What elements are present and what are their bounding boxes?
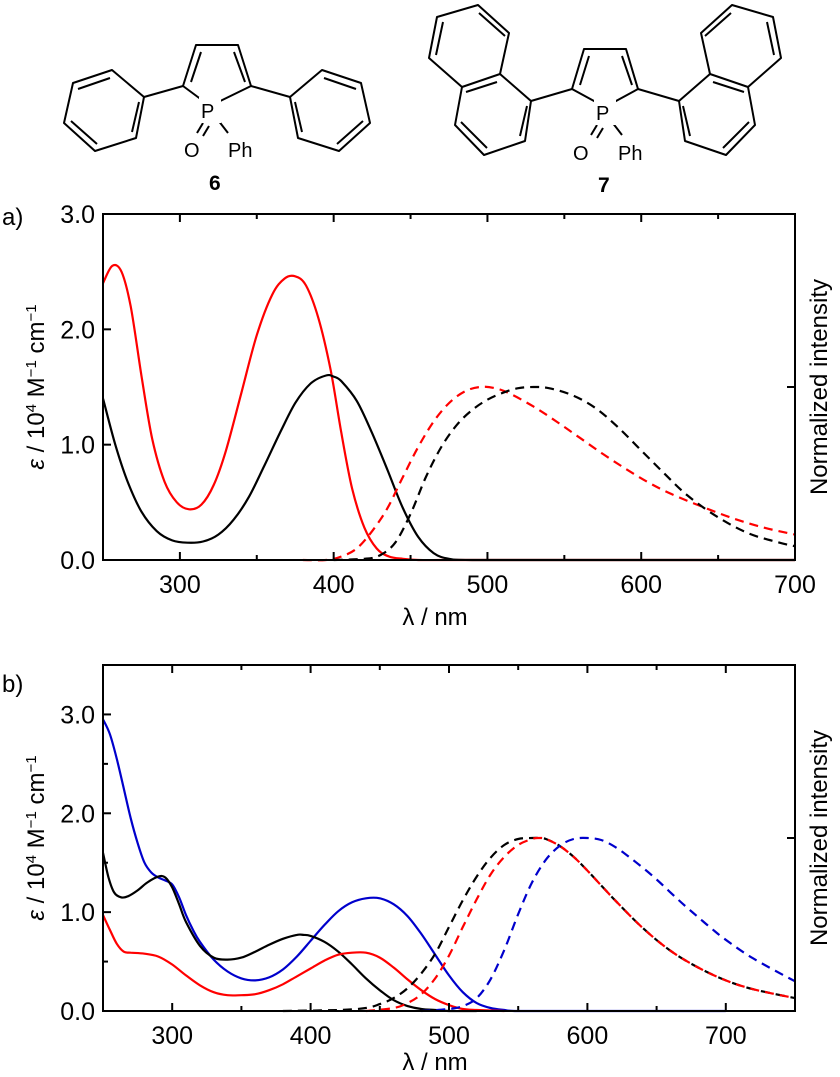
oxygen-atom-6: O [184,140,200,162]
x-tick-label: 400 [313,571,355,599]
ylabel-sup: −1 [23,755,40,772]
structure-7 [428,4,782,156]
series-7-absorption [103,373,795,562]
x-tick-label: 600 [567,1022,609,1050]
x-tick-label: 600 [620,571,662,599]
chart-a-frame [102,213,796,561]
chart-a-y-tick-labels: 0.0 1.0 2.0 3.0 [60,201,95,575]
x-tick-label: 400 [290,1022,332,1050]
y-tick-label: 1.0 [60,899,95,927]
x-tick-label: 500 [467,571,509,599]
y-tick-label: 3.0 [60,201,95,229]
oxygen-atom-7: O [573,143,589,165]
p-atom-bg-7 [594,99,616,125]
y2-axis-title-b: Normalized intensity [806,730,833,946]
chart-b-ticks [103,665,795,1012]
x-tick-label: 700 [774,571,816,599]
x-axis-title-a: λ / nm [402,604,467,631]
x-tick-label: 300 [151,1022,193,1050]
chart-b-series [103,718,795,1013]
chart-b-frame [102,664,796,1012]
series-6-emission [302,385,795,562]
p-atom-6: P [201,101,214,123]
p-atom-7: P [596,103,609,125]
y-tick-label: 0.0 [60,998,95,1026]
ylabel-part: / 10 [23,863,50,910]
y-tick-label: 3.0 [60,701,95,729]
x-tick-label: 500 [428,1022,470,1050]
series-7-emission [333,385,795,562]
panel-label-b: b) [2,671,23,698]
series-red-absorption [103,914,505,1013]
p-atom-bg-6 [199,97,221,123]
ylabel-eps: ε [23,910,50,921]
ph-group-6: Ph [228,140,252,162]
ylabel-part: / 10 [23,412,50,459]
y-axis-title-b: ε / 104 M−1 cm−1 [23,755,51,920]
ylabel-part: cm [23,322,50,361]
chart-a: a) 300 400 500 600 700 0.0 1.0 2.0 3.0 λ… [2,201,833,631]
y-tick-label: 2.0 [60,316,95,344]
chart-b-x-tick-labels: 300 400 500 600 700 [151,1022,746,1050]
ylabel-part: cm [23,773,50,812]
chart-b-y-tick-labels: 0.0 1.0 2.0 3.0 [60,701,95,1026]
y-tick-label: 0.0 [60,547,95,575]
series-6-absorption [103,263,795,562]
y-axis-title-a: ε / 104 M−1 cm−1 [23,304,51,469]
x-tick-label: 300 [159,571,201,599]
ph-group-7: Ph [618,143,642,165]
series-blue-emission [421,836,795,1013]
series-red-emission [365,836,795,1013]
panel-label-a: a) [2,204,23,231]
ylabel-part: M [23,377,50,404]
series-black-absorption [103,852,477,1013]
chart-a-x-tick-labels: 300 400 500 600 700 [159,571,816,599]
compound-label-6: 6 [209,172,221,195]
y-tick-label: 1.0 [60,432,95,460]
ylabel-sup: −1 [23,360,40,377]
series-black-emission [282,836,795,1013]
ylabel-sup: −1 [23,304,40,321]
ylabel-eps: ε [23,459,50,470]
chart-a-series [103,263,795,562]
chart-b: b) 300 400 500 600 700 0.0 1.0 2.0 3.0 λ… [2,664,833,1076]
ylabel-part: M [23,828,50,855]
y-tick-label: 2.0 [60,800,95,828]
x-tick-label: 700 [705,1022,747,1050]
ylabel-sup: 4 [23,855,40,863]
series-blue-absorption [103,718,726,1013]
chart-a-ticks [103,213,796,561]
ylabel-sup: 4 [23,404,40,412]
compound-label-7: 7 [598,174,610,197]
y2-axis-title-a: Normalized intensity [806,279,833,495]
structure-6 [63,44,371,152]
x-axis-title-b: λ / nm [402,1049,467,1076]
ylabel-sup: −1 [23,811,40,828]
